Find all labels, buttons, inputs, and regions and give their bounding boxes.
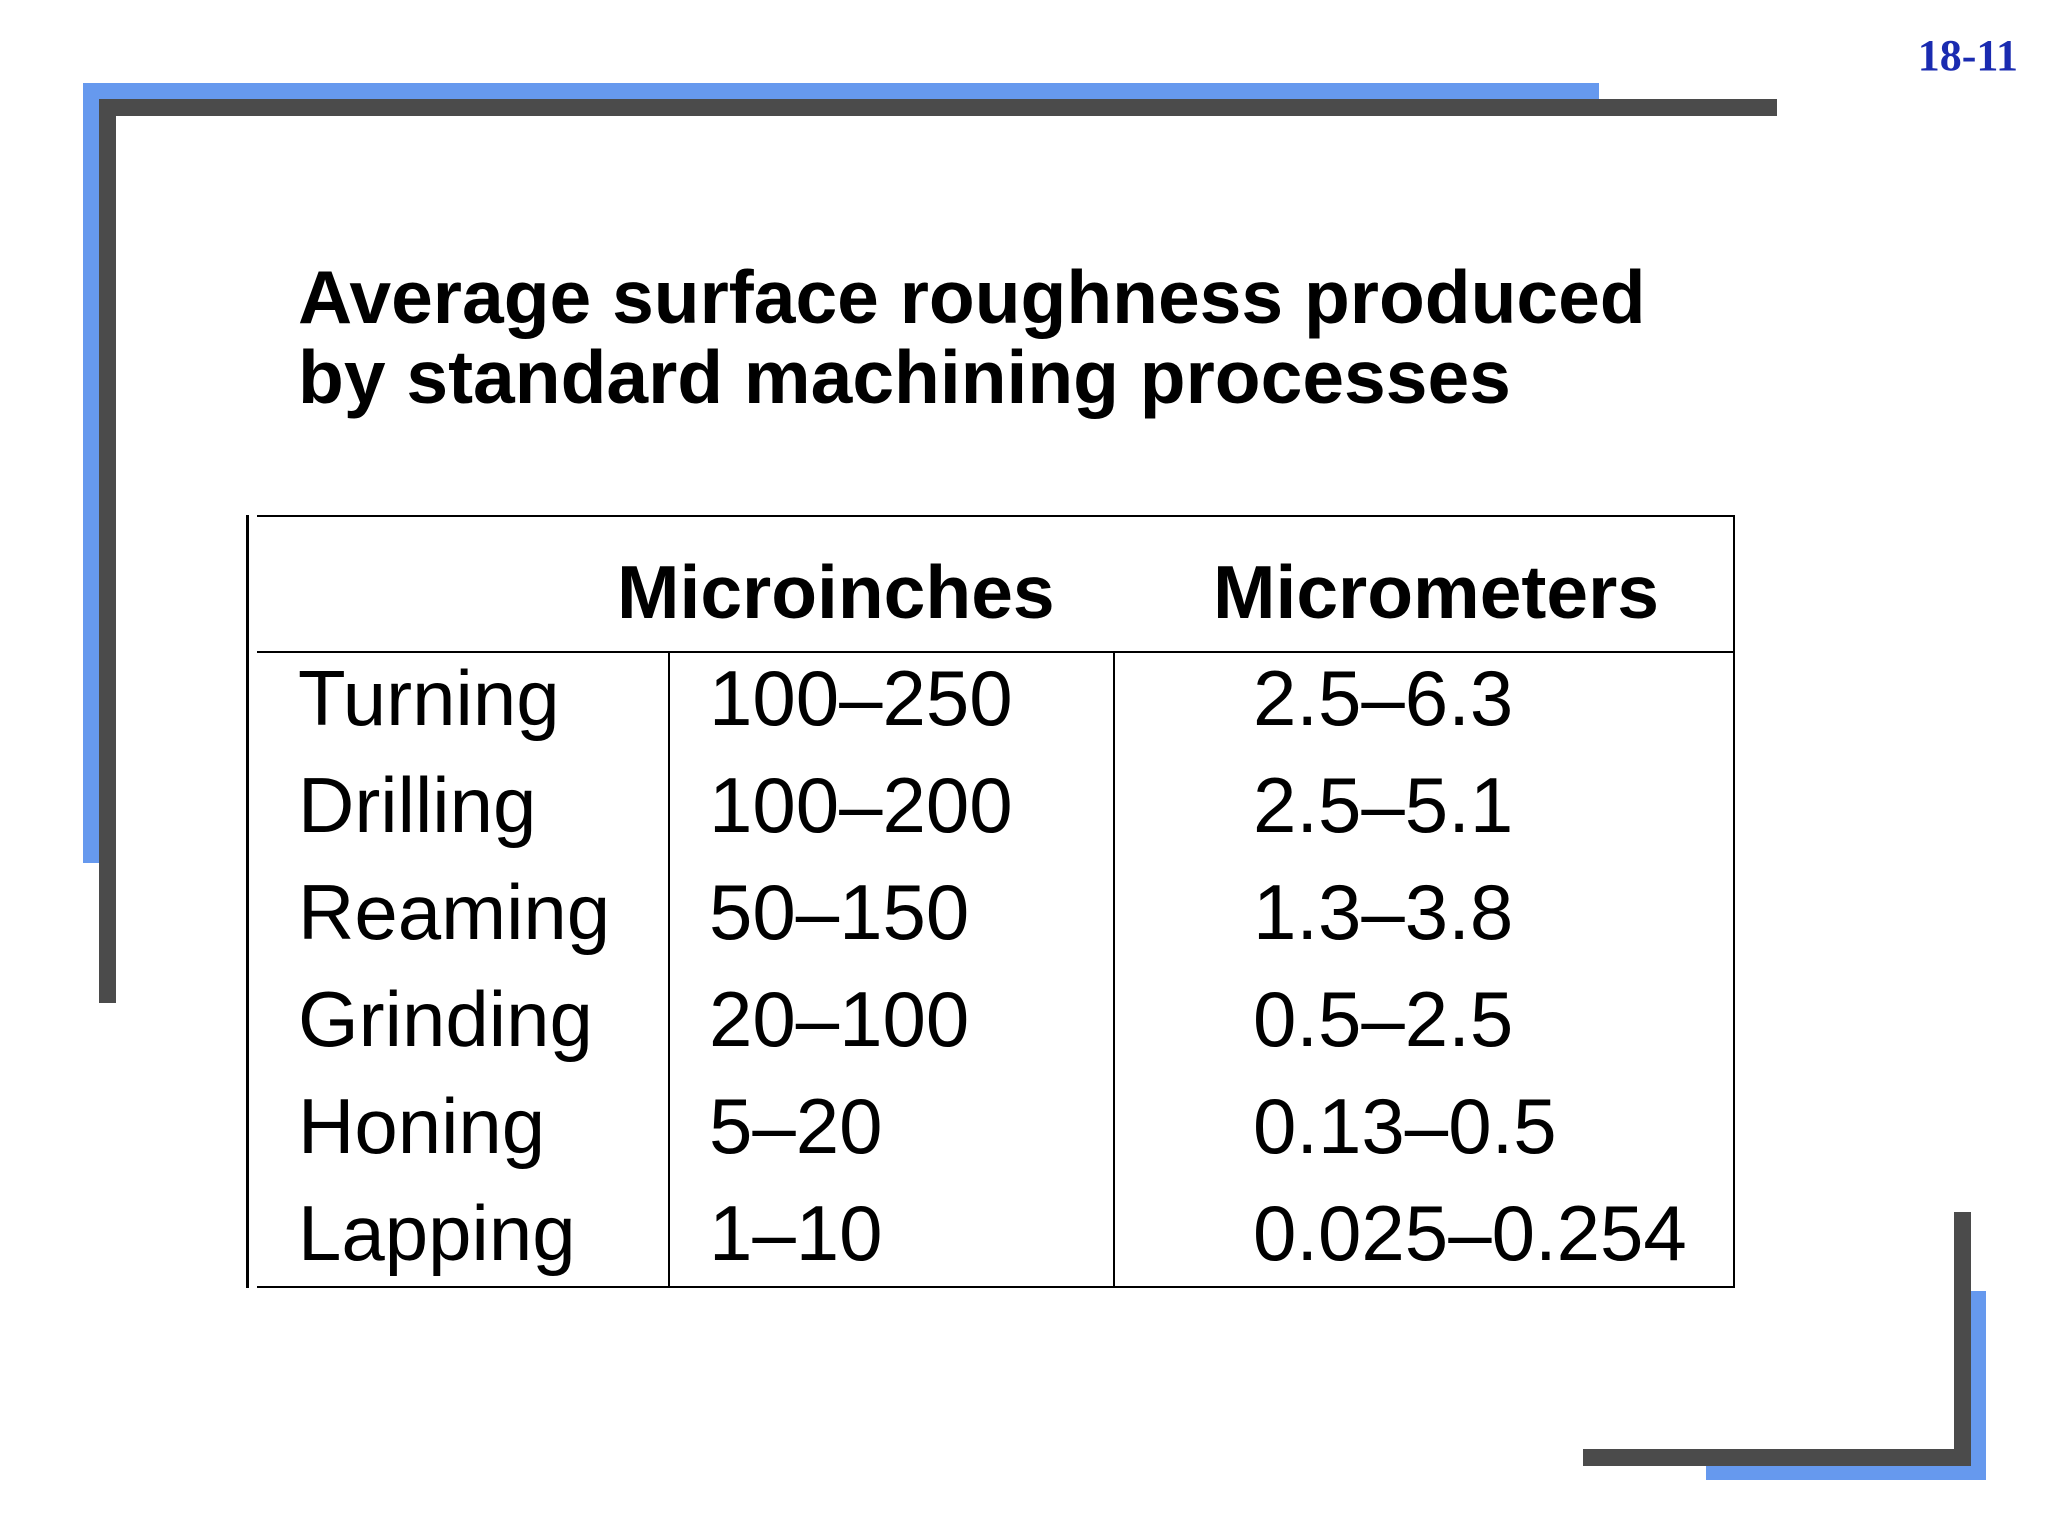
table-row: Turning 100–250 2.5–6.3 [0, 645, 2048, 752]
frame-bar-right-blue [1968, 1291, 1986, 1480]
frame-bar-top-grey [99, 99, 1777, 116]
process-cell: Grinding [298, 975, 593, 1063]
table-rule-top [257, 515, 1735, 517]
table-rule-left [246, 515, 249, 1288]
microinches-cell: 1–10 [709, 1189, 883, 1277]
process-cell: Honing [298, 1082, 546, 1170]
table-row: Reaming 50–150 1.3–3.8 [0, 859, 2048, 966]
frame-bar-bottom-blue [1706, 1462, 1986, 1480]
frame-bar-bottom-grey [1583, 1449, 1971, 1466]
table-row: Lapping 1–10 0.025–0.254 [0, 1180, 2048, 1287]
micrometers-cell: 2.5–5.1 [1253, 761, 1514, 849]
microinches-cell: 5–20 [709, 1082, 883, 1170]
table-rule-header [257, 651, 1735, 653]
micrometers-cell: 1.3–3.8 [1253, 868, 1514, 956]
table-row: Honing 5–20 0.13–0.5 [0, 1073, 2048, 1180]
table-column-divider-2 [1113, 651, 1115, 1288]
frame-bar-left-blue [83, 83, 101, 863]
process-cell: Lapping [298, 1189, 576, 1277]
process-cell: Reaming [298, 868, 611, 956]
microinches-cell: 50–150 [709, 868, 970, 956]
column-header-micrometers: Micrometers [1213, 550, 1660, 634]
slide-number: 18-11 [1917, 31, 2018, 80]
micrometers-cell: 0.5–2.5 [1253, 975, 1514, 1063]
table-row: Grinding 20–100 0.5–2.5 [0, 966, 2048, 1073]
micrometers-cell: 0.025–0.254 [1253, 1189, 1687, 1277]
microinches-cell: 100–250 [709, 654, 1013, 742]
process-cell: Drilling [298, 761, 537, 849]
table-column-divider-1 [668, 651, 670, 1288]
slide-title-line-2: by standard machining processes [298, 335, 1511, 419]
slide-title-line-1: Average surface roughness produced [298, 255, 1646, 339]
slide-title: Average surface roughness produced by st… [298, 257, 1798, 417]
frame-bar-top-blue [83, 83, 1599, 101]
table-row: Drilling 100–200 2.5–5.1 [0, 752, 2048, 859]
column-header-microinches: Microinches [617, 550, 1055, 634]
microinches-cell: 20–100 [709, 975, 970, 1063]
process-cell: Turning [298, 654, 560, 742]
micrometers-cell: 0.13–0.5 [1253, 1082, 1557, 1170]
table-rule-right [1733, 515, 1735, 1288]
table-rule-bottom [257, 1286, 1735, 1288]
microinches-cell: 100–200 [709, 761, 1013, 849]
micrometers-cell: 2.5–6.3 [1253, 654, 1514, 742]
frame-bar-right-grey [1954, 1212, 1971, 1466]
frame-bar-left-grey [99, 99, 116, 1003]
